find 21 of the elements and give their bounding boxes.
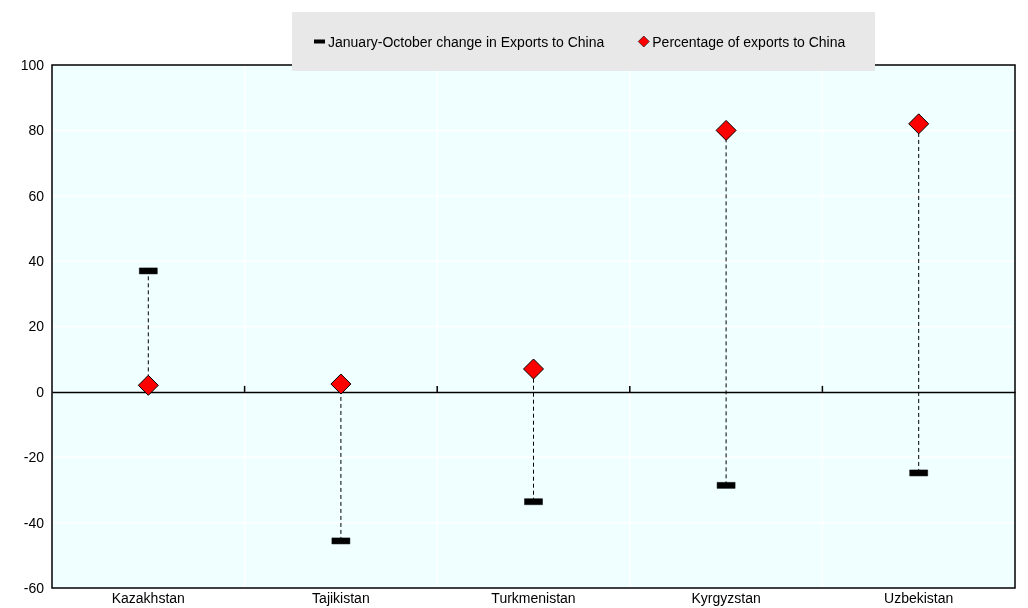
legend-label: Percentage of exports to China bbox=[652, 33, 846, 50]
y-tick-label: 60 bbox=[28, 187, 45, 204]
x-tick-label: Turkmenistan bbox=[491, 590, 576, 606]
y-tick-label: 0 bbox=[36, 383, 45, 400]
y-tick-label: 20 bbox=[28, 318, 45, 335]
y-tick-label: 80 bbox=[28, 122, 45, 139]
x-tick-label: Kyrgyzstan bbox=[691, 590, 761, 606]
point bbox=[523, 358, 544, 380]
x-tick-label: Kazakhstan bbox=[111, 590, 185, 606]
point bbox=[908, 113, 930, 135]
legend-label: January-October change in Exports to China bbox=[328, 33, 605, 50]
x-tick-label: Uzbekistan bbox=[884, 590, 954, 606]
y-tick-label: -20 bbox=[23, 449, 45, 466]
y-tick-label: -40 bbox=[23, 514, 45, 531]
point bbox=[137, 374, 159, 396]
y-tick-label: 100 bbox=[20, 56, 45, 73]
y-tick-label: -60 bbox=[23, 579, 45, 596]
point bbox=[330, 373, 352, 395]
point bbox=[715, 119, 737, 141]
y-tick-label: 40 bbox=[28, 253, 45, 270]
x-tick-label: Tajikistan bbox=[312, 590, 370, 606]
